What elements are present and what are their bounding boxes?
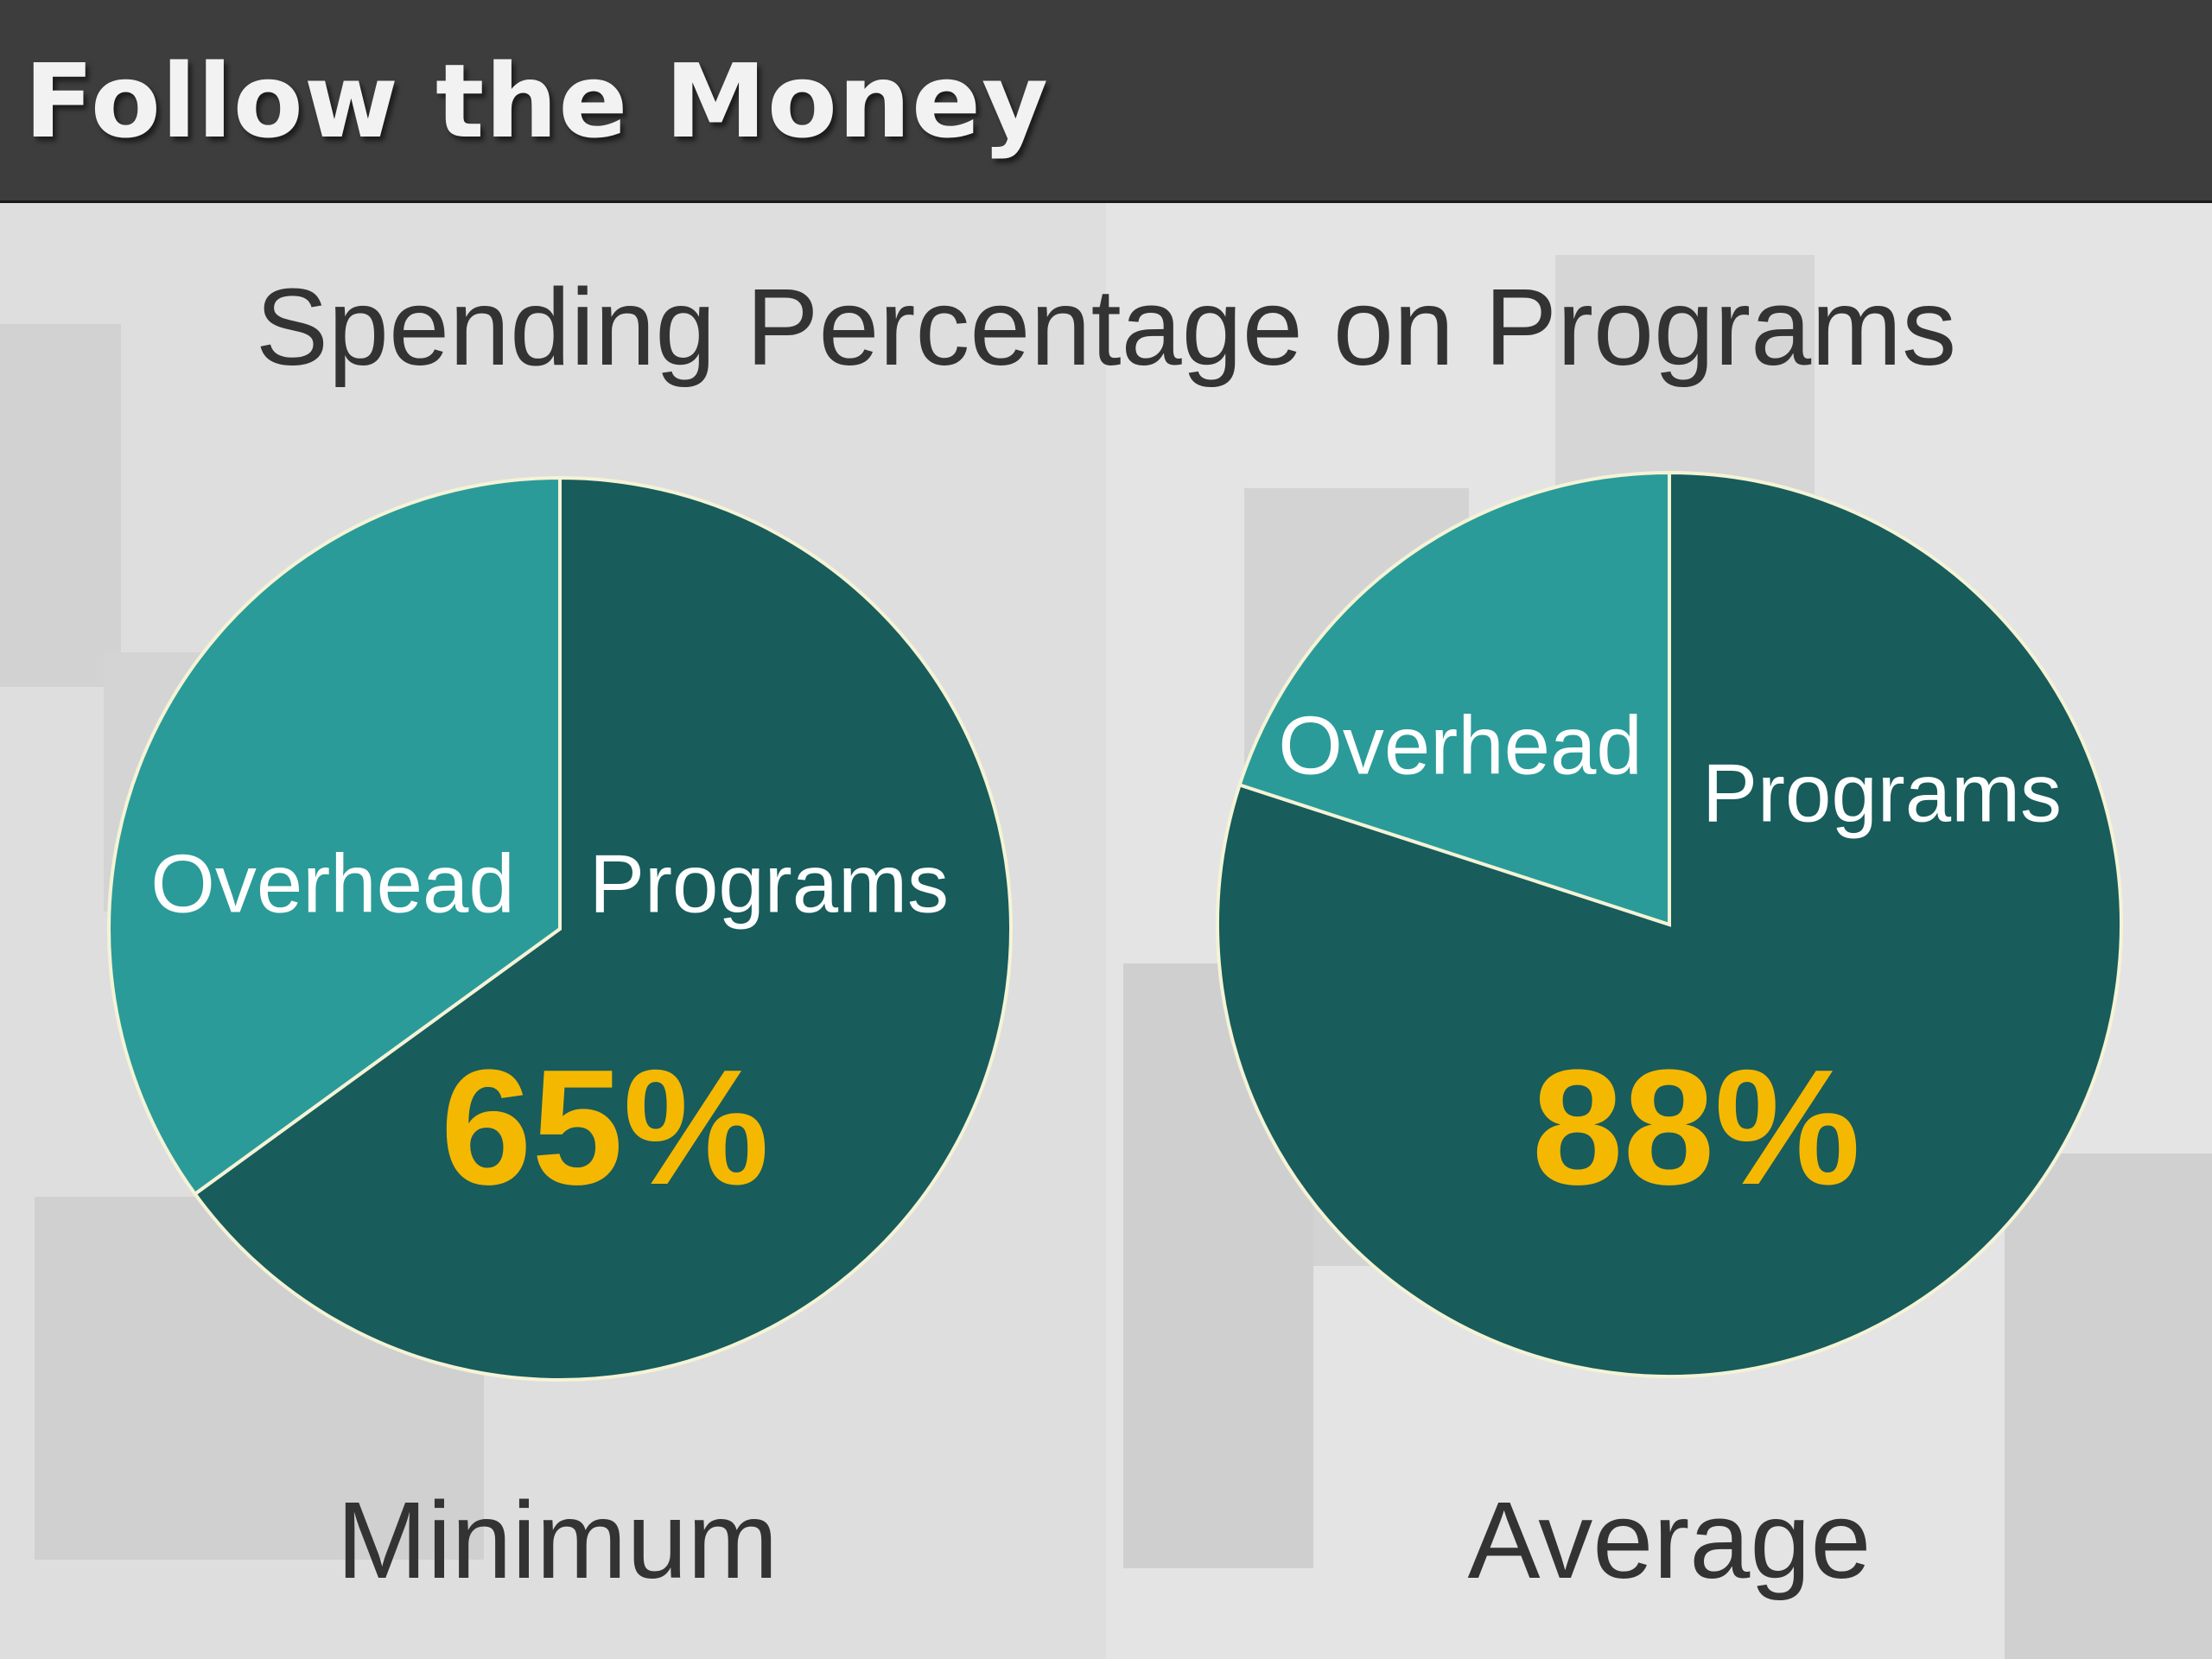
pie-0-label-overhead: Overhead: [150, 837, 515, 930]
pie-1-label-overhead: Overhead: [1278, 699, 1643, 791]
pie-0-percent-label: 65%: [441, 1036, 769, 1219]
pie-1-percent-label: 88%: [1532, 1036, 1860, 1219]
pie-1-label-programs: Programs: [1702, 747, 2062, 839]
caption-average: Average: [1467, 1479, 1872, 1601]
pie-0-slice-overhead: [107, 475, 562, 1197]
pie-1-slice-overhead: [1237, 470, 1671, 927]
title-bar: Follow the Money: [0, 0, 2212, 203]
chart-title: Spending Percentage on Programs: [255, 266, 1957, 388]
pie-0-label-programs: Programs: [589, 837, 949, 930]
pie-0-slice-programs: [192, 475, 1014, 1382]
caption-minimum: Minimum: [336, 1479, 779, 1601]
slide-title: Follow the Money: [24, 41, 1049, 161]
